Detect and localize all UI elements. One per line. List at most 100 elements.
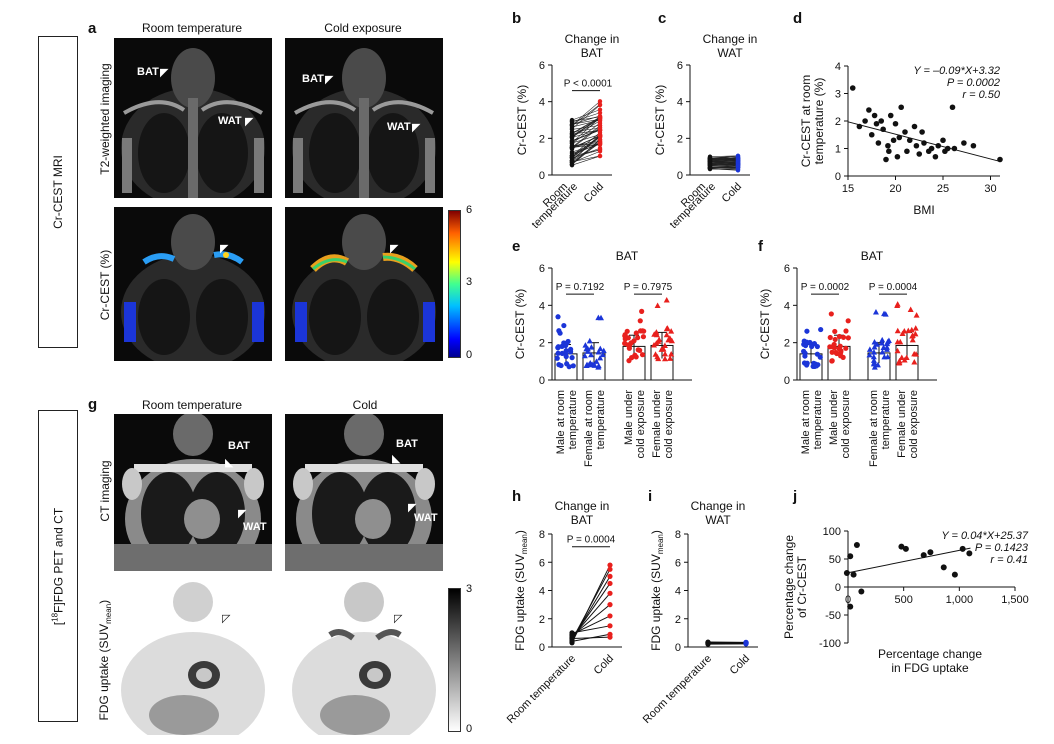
panel-c-y-tick-label: 4	[677, 97, 683, 109]
panel-f-point	[802, 350, 808, 356]
panel-f-point	[894, 302, 901, 309]
panel-b-annotation: P < 0.0001	[564, 79, 613, 90]
panel-f-point	[905, 327, 912, 334]
mri-t2-room	[114, 38, 272, 198]
panel-e-point	[600, 347, 607, 354]
panel-h-y-tick-label: 0	[539, 642, 545, 654]
panel-e-point	[597, 354, 604, 361]
bat-label-g2: BAT	[396, 438, 418, 450]
panel-b-pair-line	[571, 104, 601, 130]
panel-b-x-label: Cold	[582, 181, 606, 205]
panel-e-x-label: cold exposure	[635, 390, 647, 459]
panel-j-x-tick-label: 1,500	[1001, 594, 1029, 606]
panel-c-pair-line	[709, 155, 739, 157]
panel-e-point	[556, 362, 562, 368]
panel-d-x-tick-label: 25	[937, 183, 949, 195]
panel-d-point	[890, 137, 897, 144]
panel-h-pair-line	[571, 576, 611, 641]
panel-f-point	[871, 364, 878, 370]
panel-d-point	[904, 148, 910, 155]
panel-e-point	[563, 342, 569, 349]
panel-f-point	[881, 353, 888, 360]
panel-h-pair-line	[571, 636, 611, 640]
panel-d-point	[873, 120, 880, 127]
panel-i-y-label-end: )	[649, 530, 663, 534]
panel-b-y-tick-label: 0	[539, 170, 545, 182]
panel-f-point	[837, 343, 843, 349]
pet-room-graphic	[114, 580, 272, 744]
panel-f-point	[882, 311, 889, 317]
panel-b-y-tick-label: 4	[539, 97, 545, 109]
panel-f-point	[871, 338, 878, 345]
panel-c-pair-line	[709, 161, 739, 164]
mri-t2-room-graphic	[114, 38, 272, 198]
arrow-icon: ◤	[220, 243, 229, 255]
panel-e-point	[586, 337, 593, 344]
panel-j-x-tick-label: 500	[894, 594, 912, 606]
mri-t2-cold	[285, 38, 443, 198]
panel-h-pair-line	[571, 625, 611, 634]
panel-b-pair-line	[571, 104, 601, 126]
section-box-cr-cest: Cr-CEST MRI	[38, 36, 78, 348]
panel-d-y-tick-label: 2	[835, 116, 841, 128]
panel-b-cold-point	[597, 125, 603, 131]
panel-e-point	[639, 308, 645, 314]
panel-j-y-tick-label: -50	[825, 610, 841, 622]
mri-cest-cold-graphic	[285, 207, 443, 361]
panel-b-y-tick-label: 6	[539, 60, 545, 72]
panel-j-point	[920, 552, 927, 559]
panel-j-point	[902, 545, 909, 552]
mri-cest-cold	[285, 207, 443, 361]
arrow-icon: ◸	[394, 613, 403, 625]
panel-f-x-label: temperature	[812, 390, 824, 449]
panel-c-y-label: Cr-CEST (%)	[653, 85, 667, 155]
panel-f-point	[818, 326, 824, 333]
panel-d-y-tick-label: 1	[835, 144, 841, 156]
pet-cold	[285, 580, 443, 744]
panel-c-y-tick-label: 0	[677, 170, 683, 182]
panel-e-point	[561, 322, 567, 329]
panel-e-point	[663, 331, 670, 338]
panel-j-point	[858, 588, 865, 595]
panel-d-point	[961, 140, 967, 146]
panel-b-pair-line	[571, 155, 601, 166]
panel-j-y-tick-label: -100	[819, 638, 841, 650]
panel-f-point	[879, 336, 886, 343]
ct-cold	[285, 414, 443, 571]
panel-e-y-tick-label: 4	[539, 300, 545, 312]
panel-b-room-point	[569, 162, 575, 168]
panel-c-cold-point	[735, 157, 741, 162]
panel-e-point	[569, 355, 575, 361]
panel-b-cold-point	[597, 137, 603, 142]
panel-e-annotation: P = 0.7975	[624, 282, 673, 293]
panel-f-annotation: P = 0.0002	[801, 282, 850, 293]
panel-e-point	[622, 340, 628, 346]
panel-d-y-tick-label: 0	[835, 171, 841, 183]
panel-f-point	[845, 335, 851, 341]
panel-h-annotation: P = 0.0004	[567, 535, 616, 546]
panel-b-cold-point	[597, 107, 603, 112]
panel-e-y-tick-label: 2	[539, 338, 545, 350]
panel-h-y-label-sub: mean	[520, 534, 529, 554]
panel-e-point	[668, 351, 675, 357]
colorbar-cest-mid: 3	[466, 276, 473, 288]
panel-i-y-tick-label: 2	[675, 614, 681, 626]
panel-j-y-tick-label: 0	[835, 582, 841, 594]
colorbar-cest	[448, 210, 461, 358]
panel-c-cold-point	[735, 162, 741, 168]
panel-h-cold-point	[607, 573, 613, 579]
mri-cest-room-graphic	[114, 207, 272, 361]
panel-e-point	[653, 340, 660, 346]
arrow-icon: ◸	[222, 613, 231, 625]
panel-f-point	[829, 358, 835, 364]
panel-f-point	[832, 328, 838, 335]
panel-e-point	[662, 355, 669, 362]
panel-d-point	[932, 153, 939, 160]
panel-f-point	[828, 311, 834, 317]
panel-j-x-label: Percentage change	[878, 647, 982, 661]
panel-e-point	[668, 328, 675, 334]
panel-e-point	[625, 335, 631, 341]
panel-b-cold-point	[597, 99, 603, 104]
panel-e-point	[653, 331, 660, 338]
